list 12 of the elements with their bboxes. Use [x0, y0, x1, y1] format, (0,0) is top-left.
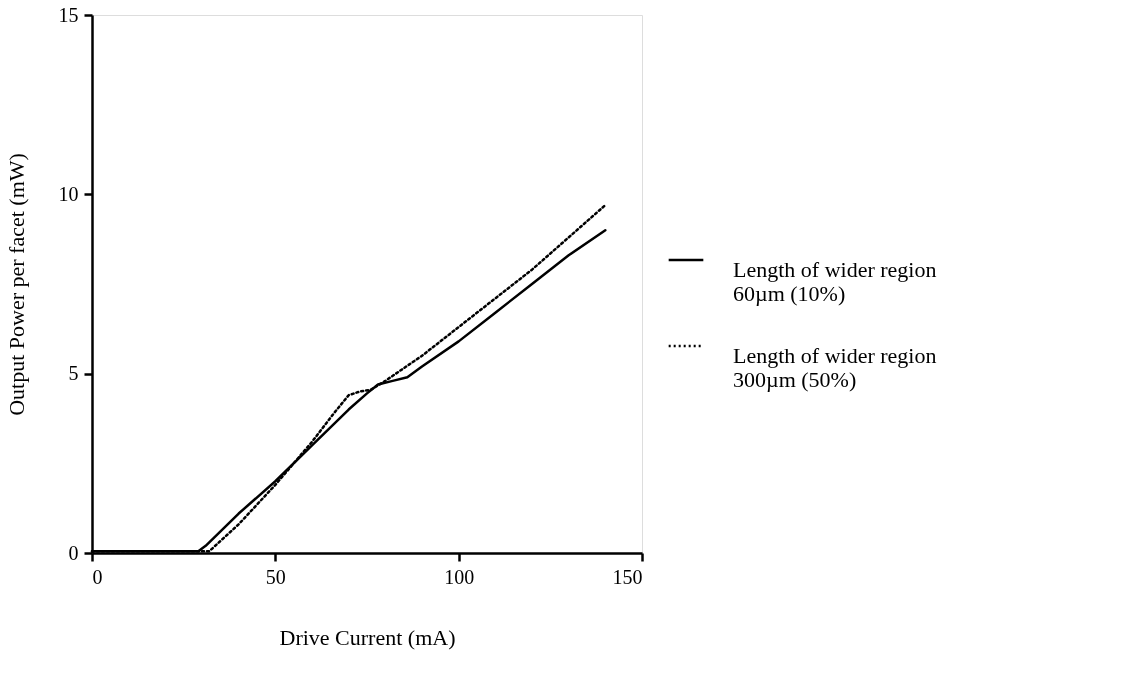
y-tick-label: 10: [58, 182, 79, 205]
x-axis-title: Drive Current (mA): [279, 624, 456, 650]
x-tick-label: 50: [265, 565, 286, 588]
x-tick-label: 150: [612, 565, 643, 588]
y-axis-title: Output Power per facet (mW): [3, 153, 29, 416]
y-tick-label: 15: [58, 3, 79, 26]
y-tick-label: 0: [68, 541, 79, 564]
legend-label: Length of wider region 60µm (10%): [733, 256, 937, 306]
x-tick-label: 100: [444, 565, 475, 588]
x-tick-label: 0: [92, 565, 103, 588]
y-tick-label: 5: [68, 362, 79, 385]
legend-label: Length of wider region 300µm (50%): [733, 342, 937, 392]
